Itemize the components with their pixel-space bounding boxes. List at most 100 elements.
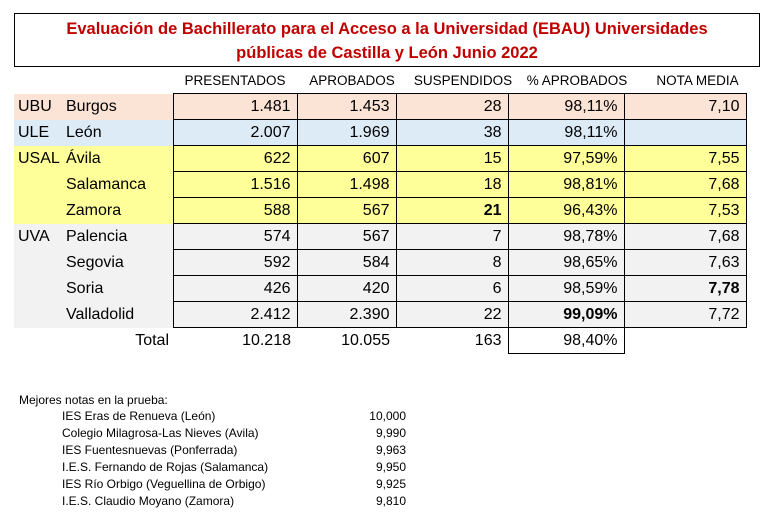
city-cell: Zamora (64, 197, 173, 224)
aprobados-cell: 2.390 (296, 301, 397, 328)
univ-cell: UVA (14, 223, 64, 250)
title-line-2: públicas de Castilla y León Junio 2022 (236, 44, 538, 62)
total-presentados: 10.218 (173, 327, 297, 354)
pct-cell: 98,59% (507, 275, 625, 302)
nota-cell: 7,55 (623, 145, 747, 172)
table-row: ULE León 2.007 1.969 38 98,11% (14, 119, 747, 146)
presentados-cell: 1.516 (172, 171, 298, 198)
results-table: UBU Burgos 1.481 1.453 28 98,11% 7,10 UL… (14, 93, 747, 354)
title-line-1: Evaluación de Bachillerato para el Acces… (66, 20, 708, 38)
total-aprobados: 10.055 (297, 327, 396, 354)
school-score: 9,963 (375, 443, 406, 457)
nota-cell: 7,68 (623, 171, 747, 198)
table-row: Soria 426 420 6 98,59% 7,78 (14, 275, 747, 302)
pct-cell: 98,81% (507, 171, 625, 198)
best-scores-title: Mejores notas en la prueba: (19, 393, 168, 407)
aprobados-cell: 567 (296, 197, 397, 224)
table-row: UBU Burgos 1.481 1.453 28 98,11% 7,10 (14, 93, 747, 120)
city-cell: Palencia (64, 223, 173, 250)
nota-cell: 7,53 (623, 197, 747, 224)
suspendidos-cell: 8 (395, 249, 509, 276)
header-aprobados: APROBADOS (309, 73, 395, 88)
univ-cell (14, 171, 64, 198)
univ-cell (14, 249, 64, 276)
pct-cell: 98,11% (507, 119, 625, 146)
city-cell: Valladolid (64, 301, 173, 328)
suspendidos-cell: 6 (395, 275, 509, 302)
city-cell: Ávila (64, 145, 173, 172)
pct-cell: 98,78% (507, 223, 625, 250)
total-label: Total (64, 327, 173, 354)
aprobados-cell: 1.498 (296, 171, 397, 198)
pct-cell: 97,59% (507, 145, 625, 172)
school-score: 9,990 (375, 426, 406, 440)
total-row: Total 10.218 10.055 163 98,40% (14, 327, 746, 354)
city-cell: León (64, 119, 173, 146)
suspendidos-cell: 15 (395, 145, 509, 172)
nota-cell: 7,68 (623, 223, 747, 250)
univ-cell: USAL (14, 145, 64, 172)
header-presentados: PRESENTADOS (184, 73, 286, 88)
total-pct: 98,40% (507, 327, 625, 354)
school-score: 9,925 (375, 477, 406, 491)
univ-cell: UBU (14, 93, 64, 120)
pct-cell: 96,43% (507, 197, 625, 224)
school-name: Colegio Milagrosa-Las Nieves (Avila) (62, 426, 259, 440)
univ-cell (14, 197, 64, 224)
suspendidos-cell: 18 (395, 171, 509, 198)
presentados-cell: 622 (172, 145, 298, 172)
presentados-cell: 2.007 (172, 119, 298, 146)
table-row: Valladolid 2.412 2.390 22 99,09% 7,72 (14, 301, 747, 328)
aprobados-cell: 420 (296, 275, 397, 302)
univ-cell (14, 275, 64, 302)
nota-cell: 7,72 (623, 301, 747, 328)
total-suspendidos: 163 (396, 327, 508, 354)
school-score: 10,000 (369, 409, 406, 423)
suspendidos-cell: 38 (395, 119, 509, 146)
school-name: IES Eras de Renueva (León) (62, 409, 216, 423)
city-cell: Segovia (64, 249, 173, 276)
nota-cell: 7,78 (623, 275, 747, 302)
pct-cell: 98,65% (507, 249, 625, 276)
header-pct-aprobados: % APROBADOS (526, 73, 628, 88)
presentados-cell: 426 (172, 275, 298, 302)
presentados-cell: 592 (172, 249, 298, 276)
table-row: Segovia 592 584 8 98,65% 7,63 (14, 249, 747, 276)
school-name: IES Fuentesnuevas (Ponferrada) (62, 443, 238, 457)
presentados-cell: 2.412 (172, 301, 298, 328)
school-score: 9,810 (375, 494, 406, 508)
suspendidos-cell: 7 (395, 223, 509, 250)
school-name: I.E.S. Fernando de Rojas (Salamanca) (62, 460, 269, 474)
suspendidos-cell: 21 (395, 197, 509, 224)
aprobados-cell: 584 (296, 249, 397, 276)
suspendidos-cell: 22 (395, 301, 509, 328)
pct-cell: 99,09% (507, 301, 625, 328)
table-row: UVA Palencia 574 567 7 98,78% 7,68 (14, 223, 747, 250)
table-row: Salamanca 1.516 1.498 18 98,81% 7,68 (14, 171, 747, 198)
page-title: Evaluación de Bachillerato para el Acces… (14, 13, 760, 67)
aprobados-cell: 1.969 (296, 119, 397, 146)
school-name: I.E.S. Claudio Moyano (Zamora) (62, 494, 235, 508)
header-nota-media: NOTA MEDIA (656, 73, 739, 88)
aprobados-cell: 1.453 (296, 93, 397, 120)
aprobados-cell: 607 (296, 145, 397, 172)
univ-cell (14, 301, 64, 328)
nota-cell: 7,63 (623, 249, 747, 276)
pct-cell: 98,11% (507, 93, 625, 120)
presentados-cell: 574 (172, 223, 298, 250)
city-cell: Soria (64, 275, 173, 302)
presentados-cell: 1.481 (172, 93, 298, 120)
school-score: 9,950 (375, 460, 406, 474)
univ-cell: ULE (14, 119, 64, 146)
city-cell: Burgos (64, 93, 173, 120)
nota-cell (623, 119, 747, 146)
table-row: Zamora 588 567 21 96,43% 7,53 (14, 197, 747, 224)
aprobados-cell: 567 (296, 223, 397, 250)
presentados-cell: 588 (172, 197, 298, 224)
school-name: IES Río Orbigo (Veguellina de Orbigo) (62, 477, 266, 491)
header-suspendidos: SUSPENDIDOS (413, 73, 513, 88)
city-cell: Salamanca (64, 171, 173, 198)
suspendidos-cell: 28 (395, 93, 509, 120)
nota-cell: 7,10 (623, 93, 747, 120)
table-row: USAL Ávila 622 607 15 97,59% 7,55 (14, 145, 747, 172)
